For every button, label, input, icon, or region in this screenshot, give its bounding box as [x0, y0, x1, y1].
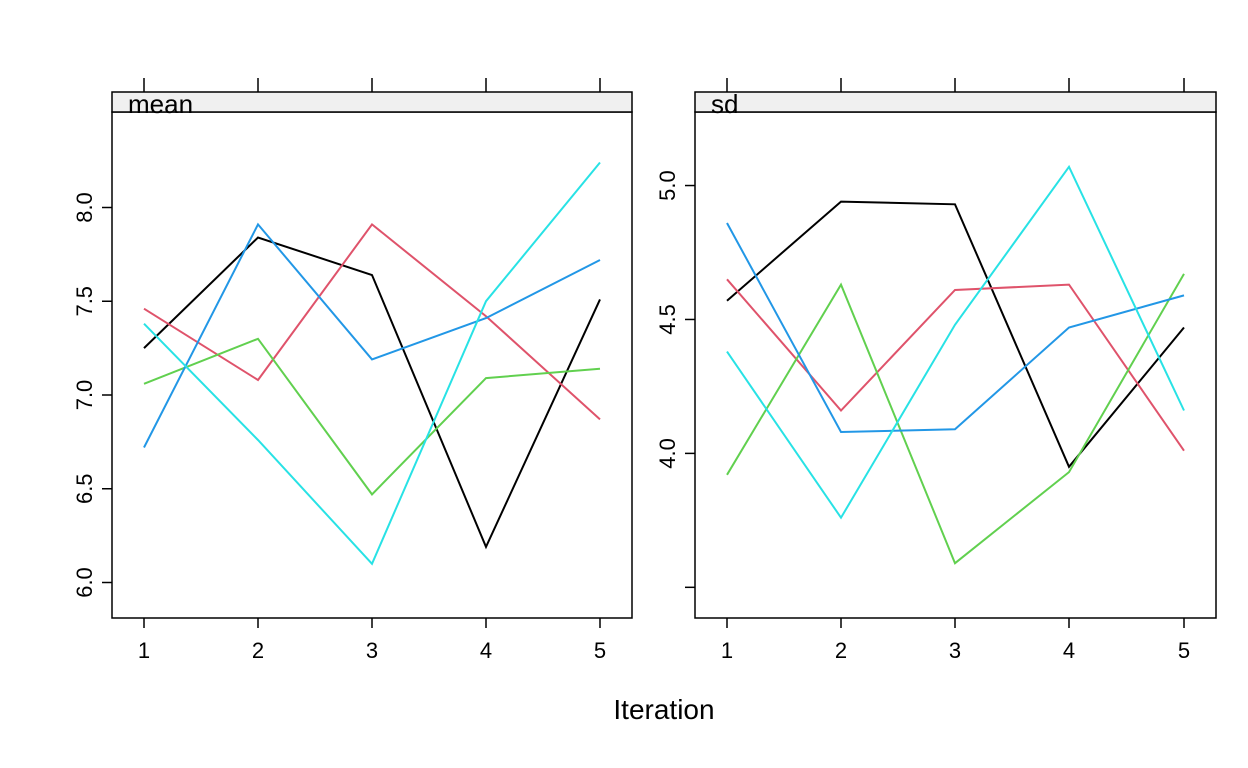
panel-sd-series	[726, 164, 1185, 565]
panel-sd-x-tick-label: 2	[835, 638, 847, 663]
panel-sd-y-ticks: 4.0 4.5 5.0	[655, 170, 695, 589]
panel-mean-y-ticks: 6.0 6.5 7.0 7.5 8.0	[72, 192, 112, 598]
panel-sd-x-tick-label: 1	[721, 638, 733, 663]
panel-sd-series-line-2	[726, 278, 1185, 452]
x-axis-label: Iteration	[613, 694, 714, 725]
panel-mean-series-line-2	[143, 222, 601, 421]
panel-mean-series	[143, 161, 601, 566]
panel-sd-x-ticks: 1 2 3 4 5	[721, 78, 1190, 663]
panel-sd-title: sd	[711, 89, 738, 119]
panel-sd-series-line-5	[726, 164, 1185, 520]
panel-sd-plot-frame	[694, 111, 1217, 619]
panel-mean-series-line-5	[143, 161, 601, 566]
panel-mean-x-tick-label: 2	[252, 638, 264, 663]
panel-mean-y-tick-label: 6.0	[72, 567, 97, 598]
panel-mean-series-line-4	[143, 222, 601, 448]
panel-mean-x-ticks: 1 2 3 4 5	[138, 78, 606, 663]
panel-mean-y-tick-label: 6.5	[72, 473, 97, 504]
panel-mean-y-tick-label: 8.0	[72, 192, 97, 223]
panel-sd-strip	[694, 91, 1217, 113]
panel-mean: mean 1 2 3 4 5 6.0 6.5 7.0 7.5 8.0	[72, 78, 633, 663]
panel-mean-x-tick-label: 3	[366, 638, 378, 663]
panel-sd-y-tick-label: 4.5	[655, 304, 680, 335]
panel-sd-x-tick-label: 5	[1178, 638, 1190, 663]
panel-sd-y-tick-label: 5.0	[655, 170, 680, 201]
panel-mean-x-tick-label: 4	[480, 638, 492, 663]
panel-mean-series-line-1	[143, 236, 601, 550]
panel-sd-x-tick-label: 3	[949, 638, 961, 663]
panel-mean-title: mean	[128, 89, 193, 119]
panel-sd: sd 1 2 3 4 5 4.0 4.5 5.0	[655, 78, 1217, 663]
panel-sd-series-line-4	[726, 222, 1185, 434]
panel-mean-series-line-3	[143, 337, 601, 496]
panel-sd-series-line-1	[726, 200, 1185, 469]
panel-sd-x-tick-label: 4	[1063, 638, 1075, 663]
panel-mean-x-tick-label: 1	[138, 638, 150, 663]
panel-sd-y-tick-label: 4.0	[655, 438, 680, 469]
panel-mean-x-tick-label: 5	[594, 638, 606, 663]
panel-sd-series-line-3	[726, 273, 1185, 565]
panel-mean-y-tick-label: 7.5	[72, 286, 97, 317]
panel-mean-y-tick-label: 7.0	[72, 380, 97, 411]
